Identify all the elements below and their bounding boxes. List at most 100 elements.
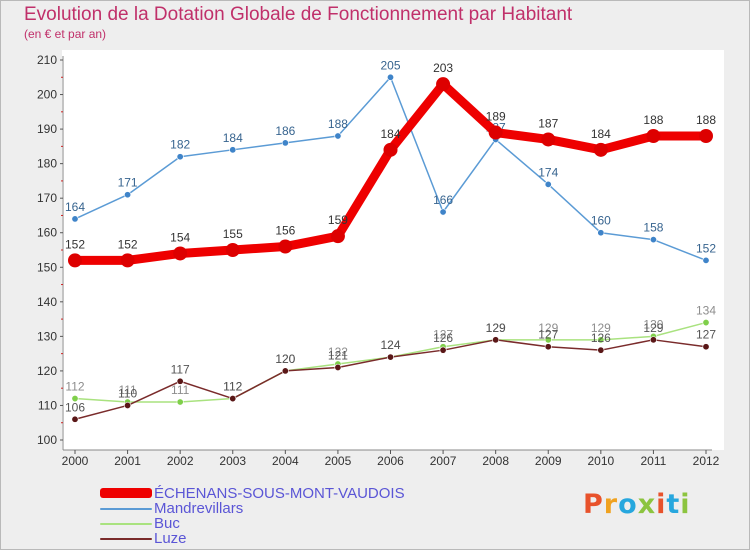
data-label-mandrevillars: 164 (65, 200, 85, 214)
data-point-echenans-sous-mont-vaudois (699, 129, 713, 143)
data-point-luze (229, 395, 237, 403)
x-tick-label: 2007 (430, 454, 457, 468)
x-tick-label: 2008 (482, 454, 509, 468)
data-label-buc: 129 (538, 321, 558, 335)
x-tick-label: 2012 (693, 454, 720, 468)
y-tick-label: 100 (37, 433, 57, 447)
x-tick-label: 2004 (272, 454, 299, 468)
data-label-echenans-sous-mont-vaudois: 154 (170, 230, 190, 244)
data-label-buc: 122 (328, 345, 348, 359)
data-point-mandrevillars (649, 236, 657, 244)
y-tick-label: 190 (37, 122, 57, 136)
y-tick-label: 180 (37, 157, 57, 171)
x-tick-label: 2002 (167, 454, 194, 468)
legend-swatch-buc (100, 523, 152, 525)
legend-swatch-luze (100, 538, 152, 540)
data-label-buc: 111 (118, 383, 137, 397)
legend-label-echenans: ÉCHENANS-SOUS-MONT-VAUDOIS (154, 485, 405, 502)
y-tick-label: 210 (37, 53, 57, 67)
line-chart: 100 110 120 130 140 150 160 170 180 190 200 210 2000… (37, 50, 724, 468)
data-point-luze (71, 415, 79, 423)
x-tick-label: 2010 (587, 454, 614, 468)
data-label-luze: 129 (486, 321, 506, 335)
legend-label-mandrevillars: Mandrevillars (154, 500, 244, 517)
data-point-echenans-sous-mont-vaudois (383, 142, 398, 157)
data-point-luze (334, 363, 342, 371)
data-label-luze: 120 (275, 352, 295, 366)
data-point-luze (281, 367, 289, 375)
data-label-luze: 117 (171, 362, 190, 376)
data-label-luze: 106 (65, 400, 85, 414)
data-label-mandrevillars: 182 (170, 138, 190, 152)
x-tick-label: 2006 (377, 454, 404, 468)
logo-letter: i (680, 489, 691, 520)
data-point-echenans-sous-mont-vaudois (593, 142, 608, 157)
legend-swatch-echenans (100, 488, 152, 498)
logo-letter: i (656, 489, 667, 520)
logo-letter: o (618, 489, 638, 520)
data-point-mandrevillars (229, 146, 237, 154)
data-point-echenans-sous-mont-vaudois (120, 253, 135, 268)
data-point-echenans-sous-mont-vaudois (436, 77, 451, 92)
data-label-luze: 121 (328, 348, 348, 362)
data-label-luze: 124 (380, 338, 400, 352)
data-point-luze (544, 343, 552, 351)
data-point-echenans-sous-mont-vaudois (68, 253, 82, 268)
logo-letter: t (666, 489, 681, 520)
data-label-echenans-sous-mont-vaudois: 184 (591, 127, 611, 141)
x-tick-label: 2001 (114, 454, 141, 468)
data-label-echenans-sous-mont-vaudois: 184 (380, 127, 400, 141)
data-point-mandrevillars (334, 132, 342, 140)
data-label-echenans-sous-mont-vaudois: 187 (538, 116, 558, 130)
data-label-buc: 112 (65, 380, 84, 394)
data-point-mandrevillars (702, 256, 710, 264)
data-label-echenans-sous-mont-vaudois: 159 (328, 213, 348, 227)
x-tick-label: 2000 (62, 454, 89, 468)
data-label-luze: 112 (223, 380, 242, 394)
data-label-mandrevillars: 171 (118, 176, 138, 190)
data-label-mandrevillars: 188 (328, 117, 348, 131)
data-label-mandrevillars: 174 (538, 165, 558, 179)
data-point-luze (492, 336, 500, 344)
y-tick-label: 160 (37, 226, 57, 240)
y-tick-label: 150 (37, 260, 57, 274)
data-point-mandrevillars (544, 180, 552, 188)
data-label-mandrevillars: 152 (696, 241, 716, 255)
legend-label-luze: Luze (154, 530, 187, 547)
data-label-echenans-sous-mont-vaudois: 189 (486, 110, 506, 124)
data-point-mandrevillars (597, 229, 605, 237)
data-point-mandrevillars (176, 153, 184, 161)
data-label-luze: 126 (433, 331, 453, 345)
y-tick-label: 120 (37, 364, 57, 378)
data-label-buc: 129 (591, 321, 611, 335)
x-tick-label: 2011 (641, 454, 667, 468)
data-label-mandrevillars: 186 (275, 124, 295, 138)
data-point-luze (439, 346, 447, 354)
legend-label-buc: Buc (154, 515, 180, 532)
data-label-buc: 127 (433, 328, 453, 342)
data-label-echenans-sous-mont-vaudois: 203 (433, 61, 453, 75)
x-tick-label: 2003 (219, 454, 246, 468)
data-point-buc (176, 398, 184, 406)
data-label-echenans-sous-mont-vaudois: 156 (275, 224, 295, 238)
data-label-echenans-sous-mont-vaudois: 188 (696, 113, 716, 127)
data-label-mandrevillars: 158 (643, 221, 663, 235)
logo-letter: P (583, 489, 604, 520)
y-tick-label: 200 (37, 88, 57, 102)
chart-title: Evolution de la Dotation Globale de Fonc… (24, 4, 573, 25)
data-point-luze (702, 343, 710, 351)
data-point-echenans-sous-mont-vaudois (225, 243, 240, 257)
data-label-echenans-sous-mont-vaudois: 152 (118, 237, 138, 251)
data-label-mandrevillars: 160 (591, 214, 611, 228)
data-point-luze (176, 377, 184, 385)
data-point-mandrevillars (281, 139, 289, 147)
data-label-buc: 124 (380, 338, 400, 352)
data-point-buc (702, 319, 710, 327)
data-point-buc (597, 336, 605, 344)
data-point-echenans-sous-mont-vaudois (330, 229, 345, 244)
legend-swatch-mandrevillars (100, 508, 152, 510)
data-point-mandrevillars (124, 191, 132, 199)
logo-letter: r (603, 489, 619, 520)
data-label-mandrevillars: 184 (223, 131, 243, 145)
data-point-echenans-sous-mont-vaudois (646, 129, 661, 143)
